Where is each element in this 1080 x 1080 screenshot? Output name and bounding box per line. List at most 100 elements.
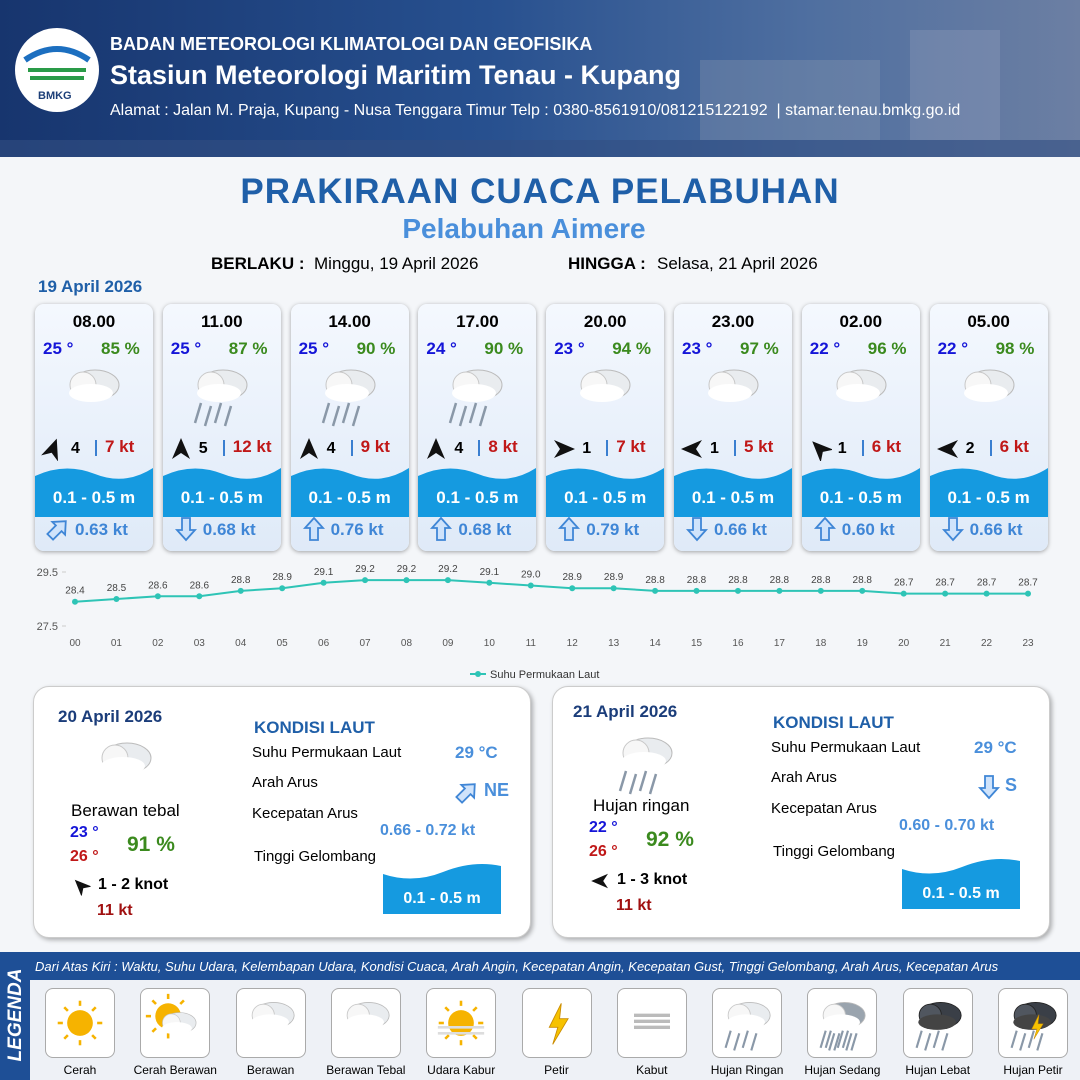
weather-icon: [193, 369, 248, 427]
sst-point: [196, 593, 203, 600]
forecast-card: 08.00 25 ° 85 % 4 7 kt 0.1 - 0.5 m 0.63 kt: [35, 304, 153, 551]
forecast-card: 05.00 22 ° 98 % 2 6 kt 0.1 - 0.5 m 0.66 kt: [929, 304, 1048, 551]
arrow-head: [554, 440, 576, 458]
valid-until-label: HINGGA :: [568, 254, 646, 273]
cloud: [196, 384, 241, 402]
ray: [63, 1034, 69, 1040]
sst-label: Suhu Permukaan Laut: [252, 744, 402, 761]
rain-drop: [733, 1032, 741, 1051]
sst-point: [983, 590, 990, 597]
fog: [633, 1013, 670, 1029]
x-tick-label: 23: [1022, 638, 1034, 649]
arrow-shape: [558, 516, 581, 541]
cloud: [162, 1022, 193, 1035]
value-label: 28.6: [190, 580, 210, 591]
ray: [63, 1006, 69, 1012]
legend-title: LEGENDA: [5, 968, 26, 1062]
air-temp: 22 °: [937, 339, 969, 358]
rain-drop: [618, 770, 628, 792]
rain-drop: [825, 1030, 833, 1049]
x-tick-label: 10: [484, 638, 496, 649]
time: 20.00: [583, 312, 627, 331]
wave: [674, 468, 792, 517]
rain-drop: [341, 402, 350, 424]
rain-drop: [923, 1032, 931, 1051]
weather-icon: [101, 742, 152, 775]
cloud: [963, 384, 1008, 402]
weather-icon: [69, 369, 120, 402]
current-arrow: [455, 783, 476, 804]
sst-point: [486, 579, 493, 586]
legend-item: Udara Kabur: [427, 1063, 496, 1077]
container-stack: [700, 60, 880, 140]
legend-side: [0, 952, 30, 1080]
humidity: 92 %: [646, 828, 694, 851]
weather-icon: [57, 1000, 103, 1046]
air-temp: 24 °: [426, 339, 457, 358]
cloud: [580, 384, 625, 402]
sst: 29 °C: [455, 743, 498, 762]
time: 08.00: [72, 312, 116, 331]
wind-arrow: [936, 440, 958, 458]
ray: [179, 999, 186, 1005]
sst-point: [942, 590, 949, 597]
sst-point: [527, 582, 534, 589]
ray: [151, 1027, 158, 1033]
wave: [383, 864, 501, 914]
current-dir: S: [1005, 775, 1018, 795]
legend-item: Berawan Tebal: [326, 1063, 406, 1077]
wave-height: 0.1 - 0.5 m: [436, 488, 519, 507]
humidity: 85 %: [101, 339, 140, 358]
separator: [861, 440, 864, 456]
x-tick-label: 20: [898, 638, 910, 649]
value-label: 28.8: [811, 575, 831, 586]
sst-point: [569, 585, 576, 592]
wave-band: [162, 468, 281, 517]
rain-drop: [837, 1030, 845, 1049]
weather-icon: [1010, 1002, 1057, 1051]
rain: [449, 402, 488, 427]
wind-speed: 4: [454, 440, 464, 457]
rain-drop: [469, 402, 478, 424]
arrow-shape: [977, 775, 1001, 800]
legend-item: Hujan Sedang: [804, 1063, 881, 1077]
rain-drop: [648, 773, 658, 795]
rain-drop: [940, 1032, 949, 1051]
sun: [67, 1010, 93, 1036]
time: 14.00: [328, 312, 371, 331]
current-arrow: [558, 516, 581, 541]
cloud: [835, 384, 880, 402]
separator: [734, 440, 736, 456]
value-label: 28.5: [107, 583, 127, 594]
wave-box: [902, 859, 1020, 909]
wave: [35, 468, 153, 517]
container-stack: [910, 30, 1000, 140]
weather-icon: [146, 993, 197, 1039]
wave-height: 0.1 - 0.5 m: [52, 488, 136, 507]
cloud: [708, 384, 752, 402]
legend-bar: [30, 952, 1080, 980]
x-tick-label: 06: [318, 638, 330, 649]
sst-point: [154, 593, 161, 600]
x-tick-label: 09: [442, 638, 454, 649]
forecast-card: 11.00 25 ° 87 % 5 12 kt 0.1 - 0.5 m 0.68 kt: [162, 304, 281, 551]
ray: [151, 999, 158, 1005]
wind-speed: 2: [965, 440, 975, 457]
current-arrow: [977, 775, 1001, 800]
wave: [801, 468, 920, 517]
sst-point: [320, 579, 327, 586]
arrow-shape: [302, 516, 325, 541]
sst-point: [113, 596, 120, 602]
weather-icon: [438, 1000, 485, 1046]
x-tick-label: 11: [526, 638, 537, 649]
gust: 6 kt: [999, 437, 1029, 456]
wind-arrow: [299, 438, 318, 459]
y-tick-label: 27.5: [37, 621, 58, 633]
humidity: 98 %: [995, 339, 1035, 358]
haze: [438, 1026, 485, 1035]
separator: [606, 440, 609, 456]
rain-drop: [833, 1032, 841, 1051]
value-label: 28.8: [645, 575, 665, 586]
